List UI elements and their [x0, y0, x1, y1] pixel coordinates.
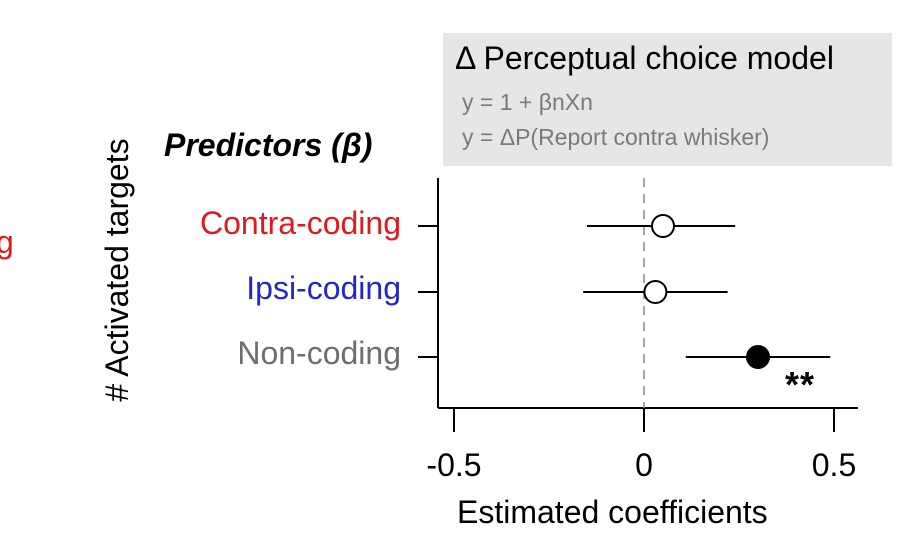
model-legend-title: Δ Perceptual choice model: [455, 40, 834, 76]
estimate-point-0: [651, 214, 675, 238]
cropped-label-fragment: g: [0, 224, 14, 260]
estimate-point-2: [746, 345, 770, 369]
category-label-contra-coding: Contra-coding: [200, 205, 401, 241]
category-label-non-coding: Non-coding: [237, 335, 401, 371]
significance-marker-non-coding: **: [785, 364, 816, 405]
model-equation-2: y = ΔP(Report contra whisker): [462, 124, 770, 150]
x-tick-label-0-5: 0.5: [811, 447, 857, 483]
x-ticks: [453, 408, 835, 432]
y-ticks: [418, 225, 438, 358]
estimate-point-1: [643, 280, 668, 304]
model-equation-1: y = 1 + βnXn: [462, 89, 593, 115]
x-axis-label: Estimated coefficients: [457, 494, 768, 530]
predictors-title: Predictors (β): [164, 127, 373, 163]
category-label-ipsi-coding: Ipsi-coding: [246, 270, 401, 306]
x-tick-label-0: 0: [635, 447, 653, 483]
x-tick-label-neg-0-5: -0.5: [426, 447, 482, 483]
coefficient-marks: [583, 214, 831, 369]
model-legend-box: [443, 33, 892, 166]
